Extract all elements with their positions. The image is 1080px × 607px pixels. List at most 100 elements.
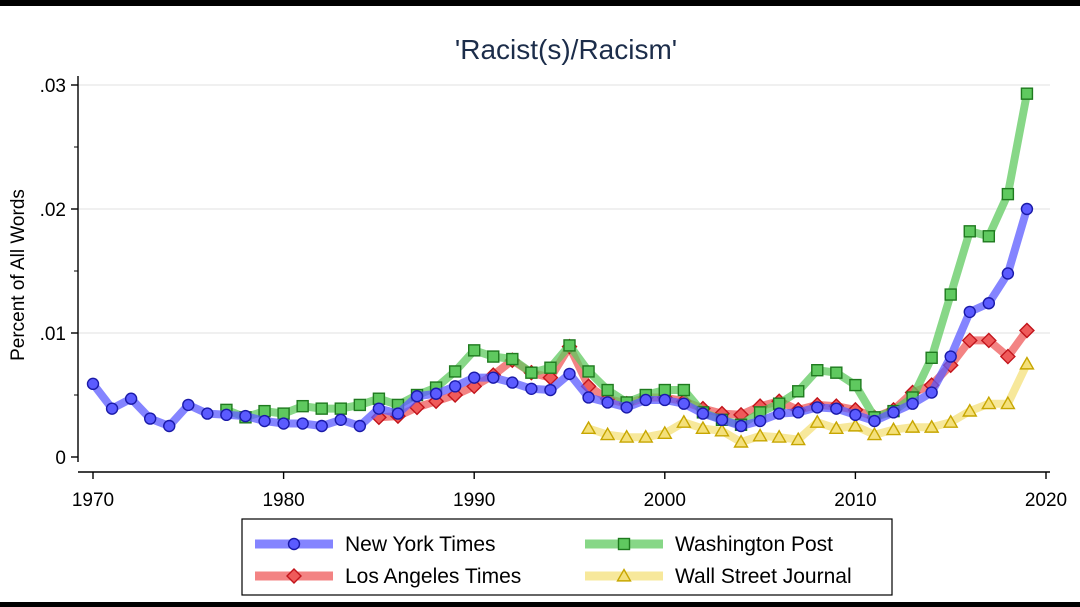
data-point	[790, 431, 806, 446]
legend: New York Times Washington Post Los Angeles…	[241, 518, 893, 596]
data-point	[866, 426, 883, 441]
data-point	[734, 419, 748, 433]
data-point	[105, 402, 119, 415]
data-point	[906, 397, 919, 410]
data-point	[601, 396, 614, 409]
data-point	[714, 423, 730, 437]
data-point	[963, 225, 976, 238]
data-point	[830, 366, 843, 379]
data-point	[448, 380, 462, 393]
legend-box	[241, 518, 893, 596]
data-point	[334, 402, 347, 415]
data-point	[847, 418, 864, 432]
series-new-york-times	[86, 202, 1034, 433]
line-chart: 'Racist(s)/Racism' Percent of All Words …	[8, 34, 1067, 596]
chart-title: 'Racist(s)/Racism'	[455, 34, 677, 65]
legend-label: Wall Street Journal	[675, 565, 852, 588]
x-tick-label: 2020	[1025, 490, 1067, 511]
data-point	[1001, 267, 1015, 280]
legend-marker	[287, 537, 301, 551]
data-point	[792, 385, 805, 398]
data-point	[580, 420, 597, 435]
data-point	[980, 332, 997, 349]
data-point	[849, 378, 862, 392]
legend-label: New York Times	[345, 533, 496, 556]
data-point	[999, 348, 1016, 365]
legend-item: Wall Street Journal	[585, 565, 852, 588]
data-point	[923, 419, 940, 433]
series-wall-street-journal	[580, 356, 1035, 448]
data-point	[772, 407, 786, 420]
legend-item: Washington Post	[585, 533, 833, 556]
grid-lines	[78, 84, 1050, 334]
data-point	[487, 371, 500, 384]
data-point	[544, 383, 557, 397]
data-point	[753, 414, 767, 428]
data-point	[618, 429, 635, 443]
data-point	[296, 399, 309, 413]
x-tick-label: 1970	[72, 490, 114, 511]
data-point	[429, 387, 443, 400]
data-point	[86, 377, 100, 391]
data-point	[334, 413, 347, 426]
data-point	[639, 393, 652, 407]
series-washington-post	[220, 87, 1034, 431]
data-point	[582, 365, 595, 378]
y-tick-label: .03	[40, 76, 66, 97]
data-point	[657, 425, 673, 440]
data-point	[315, 402, 328, 415]
data-point	[296, 417, 309, 430]
x-tick-label: 2000	[644, 490, 686, 511]
data-point	[143, 412, 157, 425]
legend-marker	[286, 568, 302, 584]
data-point	[792, 406, 805, 419]
data-point	[828, 420, 845, 435]
data-point	[1020, 202, 1034, 216]
data-point	[1018, 322, 1035, 339]
data-point	[771, 429, 787, 443]
data-point	[601, 383, 614, 397]
data-point	[695, 420, 711, 435]
data-point	[124, 392, 138, 405]
legend-label: Washington Post	[675, 533, 833, 556]
data-point	[468, 371, 481, 384]
data-point	[1001, 187, 1015, 201]
legend-item: New York Times	[255, 533, 496, 556]
data-point	[582, 391, 595, 404]
legend-label: Los Angeles Times	[345, 565, 521, 588]
data-point	[506, 376, 519, 389]
data-point	[962, 403, 978, 417]
data-point	[830, 402, 843, 415]
y-tick-label: .01	[40, 324, 66, 345]
data-point	[677, 383, 691, 397]
data-point	[887, 406, 900, 419]
data-point	[885, 421, 902, 436]
data-point	[182, 398, 195, 412]
data-point	[239, 409, 252, 423]
data-point	[944, 288, 957, 301]
data-point	[925, 386, 938, 399]
x-tick-label: 2010	[834, 490, 876, 511]
data-point	[658, 393, 671, 407]
legend-marker	[616, 568, 632, 582]
data-point	[715, 413, 729, 426]
data-point	[353, 419, 367, 433]
data-point	[868, 414, 881, 428]
data-point	[638, 429, 654, 443]
data-point	[676, 414, 692, 428]
y-tick-label: 0	[55, 448, 66, 469]
data-point	[809, 414, 825, 428]
data-point	[525, 366, 538, 379]
data-point	[981, 395, 997, 410]
data-point	[353, 398, 367, 412]
data-point	[468, 344, 481, 357]
data-point	[220, 408, 233, 422]
data-point	[372, 402, 386, 415]
x-tick-label: 1990	[453, 490, 495, 511]
data-point	[620, 401, 633, 414]
y-axis-label: Percent of All Words	[8, 189, 29, 361]
data-point	[599, 426, 616, 441]
data-point	[811, 401, 824, 414]
data-point	[1000, 395, 1016, 410]
data-point	[506, 352, 519, 366]
